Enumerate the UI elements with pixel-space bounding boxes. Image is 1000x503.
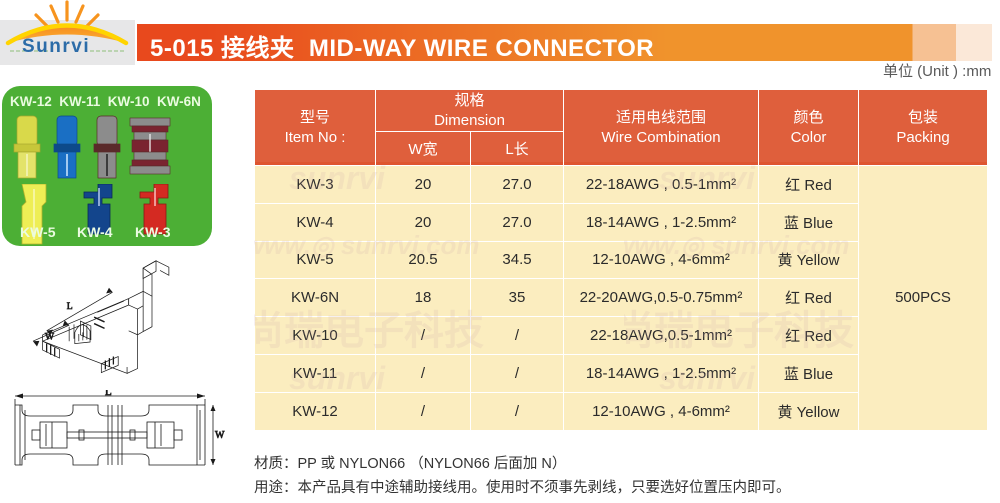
svg-text:L: L (67, 301, 73, 312)
svg-text:L: L (105, 390, 112, 398)
svg-text:W: W (215, 430, 225, 441)
